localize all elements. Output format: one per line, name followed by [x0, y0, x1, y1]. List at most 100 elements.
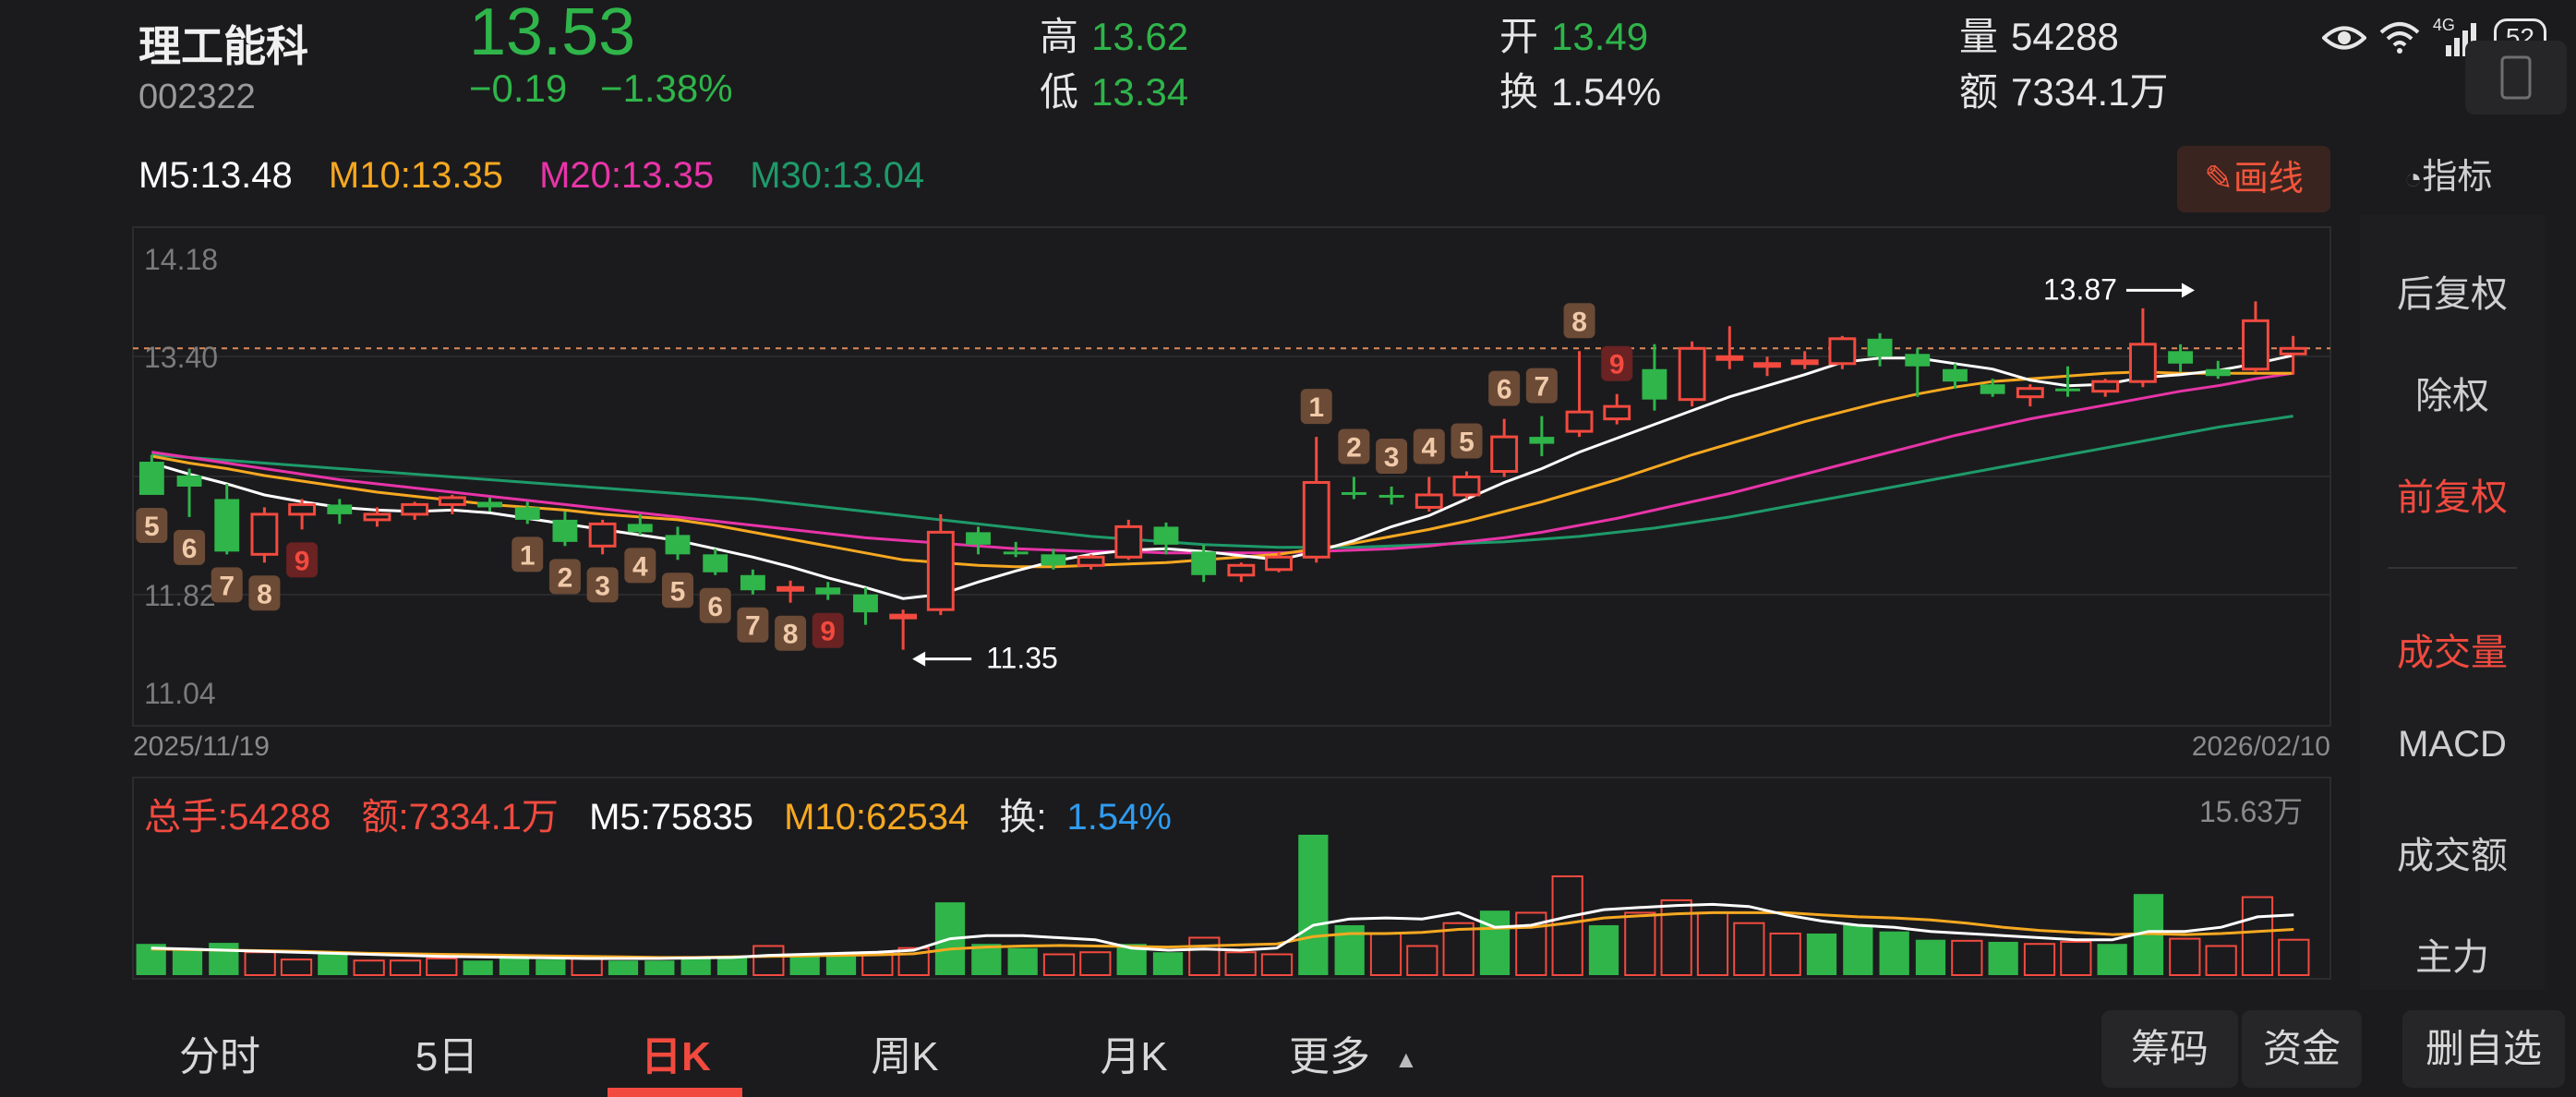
- td-count-badge: 6: [1488, 370, 1521, 406]
- chips-button[interactable]: 筹码: [2101, 1010, 2238, 1088]
- candle-body: [2128, 343, 2157, 383]
- side-item-amount[interactable]: 成交额: [2397, 836, 2508, 876]
- candle-body: [1452, 475, 1481, 497]
- candle-body: [1715, 355, 1744, 361]
- td-badge-label: 1: [520, 540, 536, 571]
- candle-body: [2242, 319, 2269, 371]
- td-badge-bg: [812, 612, 844, 648]
- side-item-ex-rights[interactable]: 除权: [2415, 376, 2489, 416]
- candle: [1114, 519, 1143, 561]
- td-badge-label: 2: [1346, 432, 1362, 463]
- candle: [665, 526, 691, 561]
- candle: [740, 569, 765, 595]
- side-item-main-force[interactable]: 主力: [2415, 937, 2489, 978]
- side-item-macd[interactable]: MACD: [2398, 724, 2507, 765]
- candle-body: [815, 587, 841, 595]
- tab-intraday[interactable]: 分时: [179, 1034, 260, 1079]
- y-tick-label: 14.18: [144, 243, 218, 276]
- candle-body: [740, 574, 765, 591]
- side-divider: [2388, 567, 2517, 569]
- td-badge-label: 8: [257, 579, 272, 609]
- td-count-badge: 5: [136, 507, 168, 543]
- volume-frame: [132, 777, 2331, 980]
- volume-bar: [1915, 939, 1946, 975]
- tab-daily-k[interactable]: 日K: [641, 1034, 711, 1079]
- draw-line-button[interactable]: ✎画线: [2177, 146, 2330, 212]
- volume-bar: [1079, 951, 1112, 976]
- capital-button[interactable]: 资金: [2242, 1010, 2362, 1088]
- volume-bar: [644, 960, 675, 975]
- tab-monthly-k[interactable]: 月K: [1100, 1034, 1168, 1079]
- td-badge-bg: [624, 548, 656, 584]
- volume-bar: [1406, 945, 1438, 976]
- td-count-badge: 8: [1563, 303, 1595, 339]
- tab-weekly-k[interactable]: 周K: [871, 1034, 939, 1079]
- candle: [1642, 344, 1667, 411]
- ma10-label: M10:13.35: [328, 155, 503, 196]
- candle-body: [1003, 551, 1029, 555]
- candle-body: [1114, 524, 1143, 559]
- ma-line-m5: [150, 354, 2294, 600]
- gauge-icon: ◔: [2404, 162, 2423, 195]
- candle-body: [401, 502, 429, 516]
- candle-body: [1943, 368, 1968, 382]
- candle: [2242, 301, 2269, 372]
- ma-line-m20: [151, 371, 2293, 555]
- candle: [1077, 554, 1105, 570]
- td-badge-bg: [775, 615, 807, 651]
- candle: [552, 511, 578, 547]
- eye-icon: [2321, 26, 2366, 50]
- td-count-badge: 3: [1376, 438, 1408, 474]
- candle-body: [1867, 338, 1893, 357]
- side-item-volume[interactable]: 成交量: [2397, 633, 2508, 673]
- candle-body: [1414, 493, 1443, 509]
- stat-high: 高 13.62: [1040, 15, 1189, 58]
- td-badge-bg: [1488, 370, 1521, 406]
- indicator-button[interactable]: ◔指标: [2404, 158, 2493, 197]
- candle-body: [1265, 555, 1293, 572]
- tab-more[interactable]: 更多 ▲: [1289, 1034, 1418, 1079]
- candle: [250, 507, 279, 563]
- max-arrow-head: [2181, 283, 2195, 298]
- landscape-toggle-button[interactable]: [2465, 41, 2567, 115]
- volume-bar: [1588, 924, 1619, 975]
- volume-bar: [389, 959, 422, 976]
- side-item-post-adjust[interactable]: 后复权: [2397, 274, 2508, 315]
- candle-body: [1490, 435, 1519, 474]
- volume-bar: [536, 959, 566, 975]
- candle: [1715, 326, 1744, 369]
- stat-low: 低 13.34: [1040, 70, 1189, 114]
- candle: [588, 519, 617, 555]
- candle: [477, 497, 502, 512]
- candle: [1678, 341, 1706, 407]
- volume-bar: [2060, 940, 2092, 977]
- active-tab-indicator: [608, 1088, 742, 1097]
- volume-bar: [2097, 944, 2127, 975]
- volume-bar: [463, 960, 493, 975]
- tab-5day[interactable]: 5日: [415, 1034, 479, 1079]
- td-badge-bg: [1601, 345, 1633, 381]
- td-badge-bg: [737, 607, 769, 643]
- candle-body: [1642, 368, 1667, 400]
- candle: [2091, 379, 2120, 397]
- td-badge-bg: [174, 529, 206, 565]
- td-count-badge: 3: [586, 567, 619, 603]
- volume-bar: [1951, 939, 1983, 977]
- td-count-badge: 9: [286, 542, 319, 578]
- td-badge-label: 8: [1571, 307, 1587, 337]
- volume-ma5-line: [150, 902, 2294, 960]
- candle: [2128, 307, 2157, 388]
- volume-bar: [318, 954, 348, 975]
- candle: [1753, 356, 1781, 377]
- candle-body: [703, 554, 728, 573]
- volume-chart[interactable]: [0, 776, 2345, 1003]
- volume-bar: [1224, 951, 1257, 976]
- volume-bar: [2278, 938, 2310, 976]
- remove-watchlist-button[interactable]: 删自选: [2402, 1010, 2565, 1088]
- candle: [627, 513, 653, 536]
- candle: [815, 582, 841, 600]
- volume-bar: [971, 944, 1002, 975]
- side-item-pre-adjust[interactable]: 前复权: [2397, 477, 2508, 518]
- min-price-annotation: 11.35: [986, 642, 1058, 675]
